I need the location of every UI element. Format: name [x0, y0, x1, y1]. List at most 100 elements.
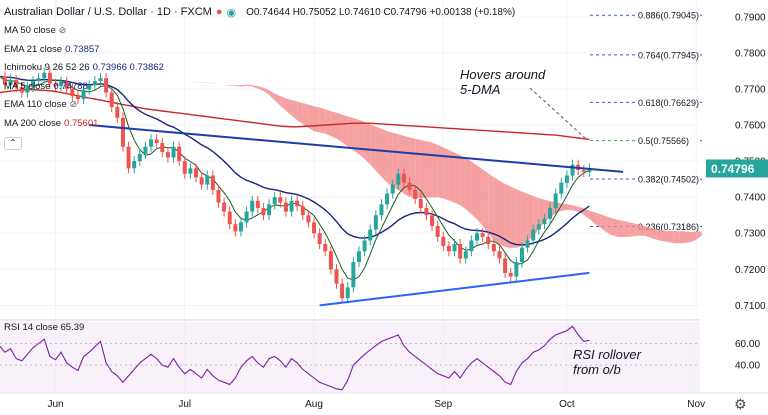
cloud-segment — [465, 158, 472, 214]
candle-body — [137, 153, 142, 162]
cloud-segment — [505, 183, 511, 249]
candle-body — [486, 236, 491, 245]
cloud-segment — [145, 76, 152, 81]
candle-body — [272, 197, 277, 205]
candle-body — [441, 236, 446, 246]
rsi-line — [0, 325, 590, 391]
candle-body — [390, 184, 395, 194]
candle-body — [328, 251, 333, 270]
candle-body — [8, 79, 13, 85]
cloud-segment — [482, 169, 489, 234]
indicator-value: 0.73857 — [65, 43, 100, 55]
price-tick-label: 0.7800 — [735, 48, 766, 59]
candle-body — [171, 146, 176, 158]
candle-body — [19, 87, 24, 93]
indicator-row[interactable]: EMA 110 close ⊘ — [4, 99, 77, 110]
candle-body — [59, 81, 64, 87]
cloud-segment — [651, 228, 657, 240]
indicator-name: MA 5 close — [4, 80, 51, 92]
ohlc-values: O0.74644 H0.75052 L0.74610 C0.74796 +0.0… — [246, 6, 516, 18]
indicator-row[interactable]: MA 50 close ⊘ — [4, 25, 66, 36]
candle-body — [356, 251, 361, 263]
candle-body — [362, 240, 367, 252]
cloud-segment — [252, 85, 258, 89]
candle-body — [233, 224, 238, 232]
collapse-legend-icon[interactable]: ⌃ — [4, 137, 22, 150]
trendlines — [89, 87, 624, 307]
cloud-segment — [246, 84, 253, 87]
cloud-segment — [173, 84, 180, 85]
indicator-row[interactable]: EMA 21 close 0.73857 — [4, 44, 99, 55]
cloud-segment — [628, 222, 635, 237]
cloud-segment — [280, 96, 286, 111]
fib-label: 0.5(0.75566) — [638, 136, 689, 146]
hidden-eye-icon[interactable]: ⊘ — [58, 25, 67, 35]
candle-body — [559, 182, 564, 194]
price-axis: 0.71000.72000.73000.74000.75000.76000.77… — [706, 12, 768, 312]
hidden-eye-icon[interactable]: ⊘ — [69, 99, 78, 109]
cloud-segment — [224, 85, 230, 86]
cloud-segment — [285, 98, 292, 116]
candle-body — [373, 215, 378, 230]
price-tick-label: 0.7900 — [735, 12, 766, 23]
cloud-segment — [156, 80, 163, 83]
cloud-segment — [634, 223, 640, 237]
cloud-segment — [583, 208, 590, 219]
candle-body — [210, 175, 215, 190]
price-tick-label: 0.7600 — [735, 121, 766, 132]
candle-body — [418, 198, 423, 208]
cloud-segment — [291, 100, 298, 121]
price-tick-label: 0.7300 — [735, 229, 766, 240]
candle-body — [177, 146, 182, 162]
cloud-segment — [319, 107, 326, 134]
cloud-segment — [493, 177, 500, 245]
cloud-segment — [589, 210, 596, 224]
candle-body — [222, 202, 227, 212]
candle-body — [289, 200, 294, 212]
rsi-annotation: RSI rollover from o/b — [573, 347, 641, 377]
fibonacci-levels: 0.886(0.79045) 0.764(0.77945) 0.618(0.7662… — [590, 11, 704, 232]
candle-body — [70, 88, 75, 97]
indicator-value: 0.74788 — [53, 80, 88, 92]
ohlc-header: Australian Dollar / U.S. Dollar · 1D · F… — [0, 0, 515, 24]
price-tick-label: 0.7200 — [735, 265, 766, 276]
candle-body — [570, 164, 575, 176]
candle-body — [300, 206, 305, 216]
cloud-segment — [218, 83, 225, 86]
candle-body — [2, 76, 7, 85]
cloud-segment — [381, 128, 388, 183]
cloud-segment — [235, 85, 241, 87]
candle-body — [283, 202, 288, 212]
settings-gear-icon[interactable]: ⚙ — [734, 396, 747, 412]
candle-body — [525, 240, 530, 248]
candle-body — [98, 78, 103, 82]
candle-body — [267, 204, 272, 216]
indicator-row[interactable]: MA 5 close 0.74788 — [4, 81, 88, 92]
symbol-title[interactable]: Australian Dollar / U.S. Dollar · 1D · F… — [4, 6, 212, 18]
indicator-row[interactable]: Ichimoku 9 26 52 26 0.73966 0.73862 — [4, 62, 164, 73]
cloud-segment — [375, 126, 382, 177]
fib-label: 0.382(0.74502) — [638, 175, 699, 185]
cloud-segment — [184, 82, 191, 84]
cloud-segment — [600, 214, 607, 233]
cloud-segment — [684, 231, 691, 244]
candle-body — [143, 146, 148, 154]
indicator-name: Ichimoku 9 26 52 26 — [4, 62, 90, 73]
cloud-segment — [308, 104, 315, 132]
candle-body — [340, 283, 345, 299]
resistance-trendline — [89, 124, 624, 173]
cloud-segment — [617, 219, 624, 238]
cloud-segment — [606, 216, 612, 236]
candle-body — [92, 81, 97, 86]
candle-body — [250, 200, 255, 212]
price-tick-label: 0.7100 — [735, 301, 766, 312]
candle-body — [379, 204, 384, 216]
indicator-row[interactable]: MA 200 close 0.75601 — [4, 118, 98, 129]
cloud-segment — [426, 141, 433, 198]
cloud-segment — [448, 149, 455, 203]
candle-body — [587, 168, 592, 172]
cloud-segment — [578, 206, 584, 215]
live-status-icon: ◉ — [226, 6, 237, 19]
cloud-segment — [488, 173, 494, 240]
